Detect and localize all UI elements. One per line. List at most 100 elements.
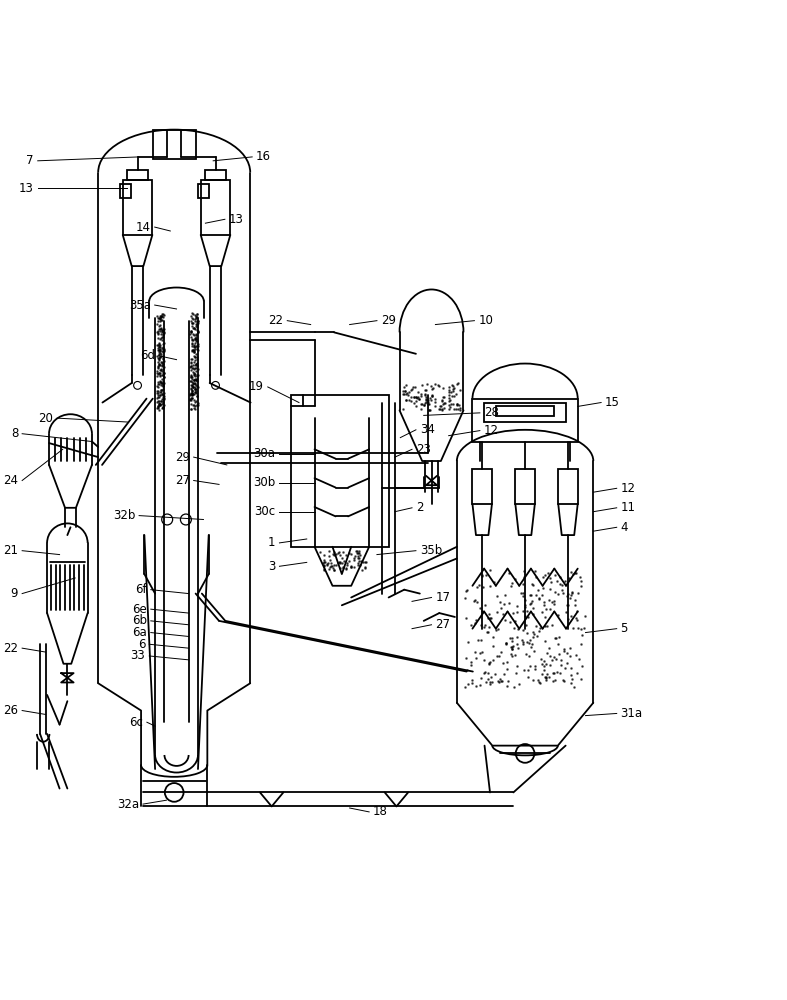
Point bbox=[492, 621, 504, 637]
Bar bbox=[484, 403, 566, 422]
Point bbox=[426, 388, 438, 404]
Point bbox=[152, 360, 164, 376]
Point bbox=[157, 391, 170, 407]
Point bbox=[154, 308, 167, 324]
Point bbox=[446, 388, 459, 404]
Point bbox=[190, 309, 203, 325]
Point bbox=[462, 634, 475, 650]
Point bbox=[153, 331, 166, 347]
Point bbox=[466, 672, 478, 688]
Point bbox=[507, 638, 519, 654]
Point bbox=[189, 384, 201, 400]
Point bbox=[338, 553, 350, 569]
Point bbox=[545, 574, 557, 590]
Point bbox=[190, 318, 202, 334]
Text: 22: 22 bbox=[268, 314, 283, 327]
Text: 14: 14 bbox=[136, 221, 151, 234]
Text: 34: 34 bbox=[419, 423, 434, 436]
Point bbox=[512, 621, 525, 637]
Point bbox=[151, 368, 164, 384]
Point bbox=[529, 658, 541, 674]
Point bbox=[153, 323, 166, 339]
Point bbox=[349, 543, 362, 559]
Point bbox=[465, 654, 478, 670]
Point bbox=[153, 365, 166, 381]
Point bbox=[155, 382, 168, 398]
Point bbox=[501, 673, 514, 689]
Bar bbox=[515, 469, 535, 504]
Point bbox=[190, 363, 202, 379]
Point bbox=[191, 313, 204, 329]
Point bbox=[418, 397, 430, 413]
Point bbox=[518, 569, 530, 585]
Point bbox=[339, 547, 352, 563]
Text: 24: 24 bbox=[3, 474, 18, 487]
Point bbox=[448, 380, 460, 396]
Point bbox=[158, 375, 171, 391]
Point bbox=[187, 320, 200, 336]
Point bbox=[191, 397, 204, 413]
Point bbox=[490, 622, 503, 638]
Point bbox=[521, 625, 534, 641]
Point bbox=[556, 577, 568, 593]
Point bbox=[548, 596, 560, 612]
Bar bbox=[558, 469, 578, 504]
Point bbox=[190, 397, 203, 413]
Point bbox=[189, 366, 201, 382]
Point bbox=[438, 389, 450, 405]
Point bbox=[154, 362, 167, 378]
Point bbox=[412, 384, 425, 400]
Point bbox=[188, 400, 201, 416]
Point bbox=[512, 640, 524, 656]
Point bbox=[157, 336, 169, 352]
Point bbox=[450, 396, 463, 412]
Point bbox=[184, 351, 197, 367]
Point bbox=[405, 389, 418, 405]
Point bbox=[549, 584, 561, 600]
Point bbox=[157, 381, 170, 397]
Point bbox=[187, 375, 200, 391]
Point bbox=[185, 323, 198, 339]
Point bbox=[410, 389, 423, 405]
Point bbox=[191, 349, 204, 365]
Point bbox=[154, 377, 167, 393]
Text: 30c: 30c bbox=[254, 505, 275, 518]
Point bbox=[497, 655, 509, 671]
Point bbox=[184, 324, 197, 340]
Point bbox=[563, 640, 576, 656]
Point bbox=[327, 562, 340, 578]
Point bbox=[415, 396, 427, 412]
Point bbox=[442, 384, 455, 400]
Point bbox=[416, 396, 429, 412]
Point bbox=[151, 310, 164, 326]
Point bbox=[153, 317, 166, 333]
Point bbox=[187, 372, 200, 388]
Point bbox=[451, 397, 464, 413]
Point bbox=[190, 331, 202, 347]
Point bbox=[508, 679, 520, 695]
Point bbox=[488, 574, 501, 590]
Point bbox=[453, 397, 465, 413]
Point bbox=[157, 322, 169, 338]
Point bbox=[469, 592, 482, 608]
Point bbox=[334, 560, 346, 576]
Point bbox=[533, 674, 545, 690]
Point bbox=[341, 555, 353, 571]
Text: 32b: 32b bbox=[113, 509, 135, 522]
Point bbox=[487, 638, 500, 654]
Point bbox=[186, 336, 198, 352]
Point bbox=[476, 579, 489, 595]
Point bbox=[575, 658, 588, 674]
Bar bbox=[198, 184, 209, 198]
Point bbox=[189, 352, 201, 368]
Point bbox=[187, 382, 199, 398]
Point bbox=[443, 401, 456, 417]
Point bbox=[532, 672, 545, 688]
Point bbox=[539, 609, 552, 625]
Point bbox=[336, 550, 349, 566]
Point bbox=[510, 665, 523, 681]
Point bbox=[460, 583, 472, 599]
Point bbox=[551, 664, 563, 680]
Point bbox=[153, 318, 165, 334]
Point bbox=[190, 393, 202, 409]
